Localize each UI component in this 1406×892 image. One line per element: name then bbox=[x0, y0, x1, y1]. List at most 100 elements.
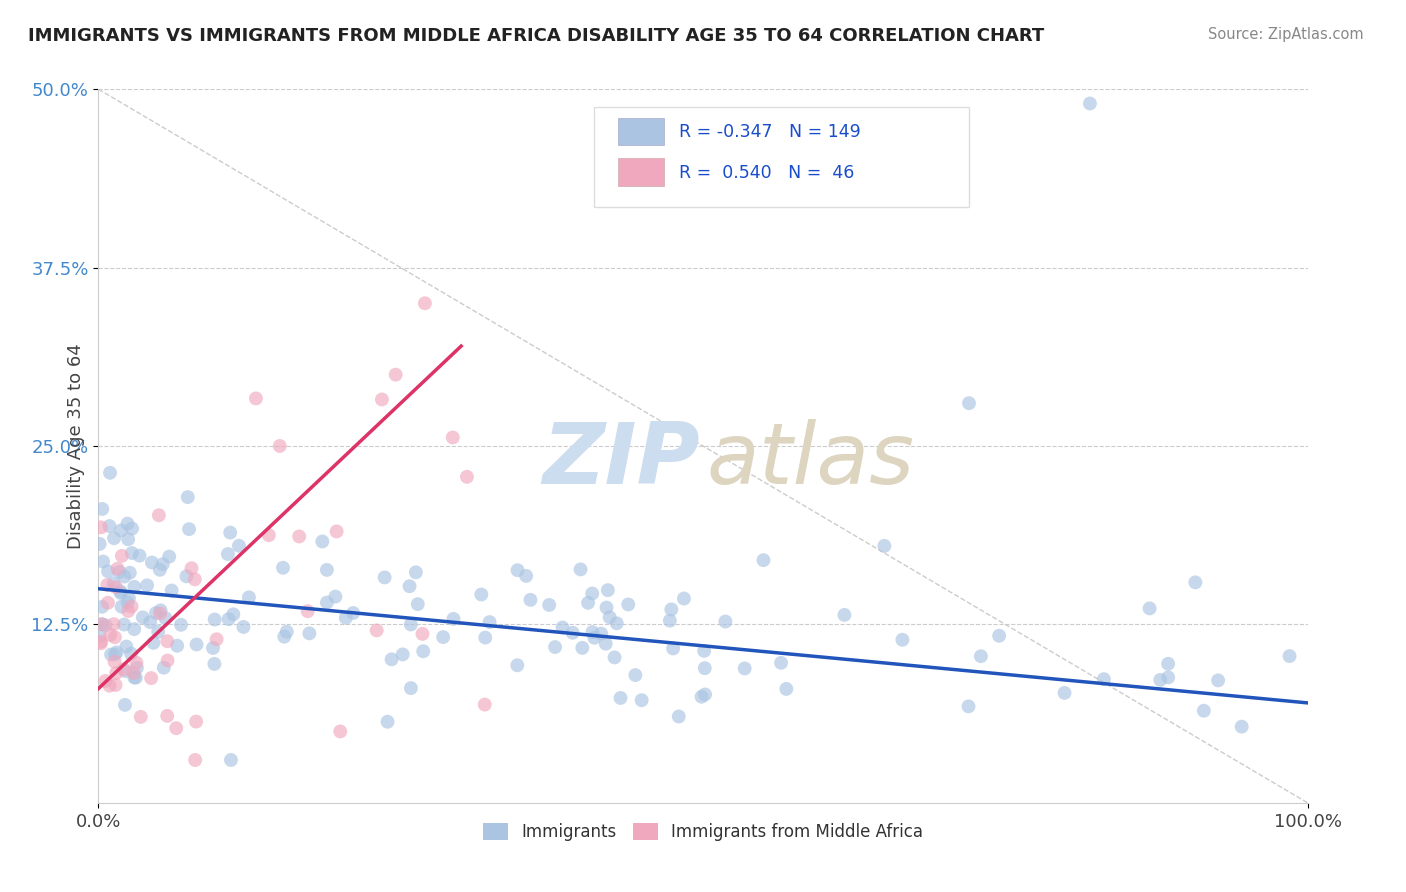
Point bbox=[156, 653, 179, 667]
Point bbox=[834, 607, 856, 622]
Point bbox=[269, 439, 291, 453]
Point bbox=[148, 508, 170, 523]
Point bbox=[1206, 673, 1229, 688]
Point bbox=[405, 566, 427, 580]
Point bbox=[329, 724, 352, 739]
Point bbox=[104, 678, 127, 692]
Point bbox=[325, 524, 347, 539]
Text: R =  0.540   N =  46: R = 0.540 N = 46 bbox=[679, 164, 855, 182]
Point bbox=[112, 617, 135, 632]
Point bbox=[141, 556, 163, 570]
Point bbox=[90, 634, 112, 648]
Point bbox=[121, 546, 143, 560]
Point bbox=[145, 606, 167, 620]
Point bbox=[1053, 686, 1076, 700]
Point bbox=[90, 520, 112, 534]
Point bbox=[775, 681, 797, 696]
Point bbox=[273, 630, 295, 644]
FancyBboxPatch shape bbox=[595, 107, 969, 207]
Point bbox=[201, 640, 224, 655]
Point bbox=[186, 638, 208, 652]
Point bbox=[177, 522, 200, 536]
Text: ZIP: ZIP bbox=[541, 418, 699, 502]
Point bbox=[98, 466, 121, 480]
Point bbox=[399, 681, 422, 695]
Point bbox=[384, 368, 406, 382]
Point bbox=[228, 539, 250, 553]
Point bbox=[335, 611, 357, 625]
Point bbox=[342, 606, 364, 620]
Legend: Immigrants, Immigrants from Middle Africa: Immigrants, Immigrants from Middle Afric… bbox=[477, 816, 929, 848]
Point bbox=[298, 626, 321, 640]
Point bbox=[456, 470, 478, 484]
Point bbox=[571, 640, 593, 655]
Point bbox=[156, 634, 179, 648]
Y-axis label: Disability Age 35 to 64: Disability Age 35 to 64 bbox=[66, 343, 84, 549]
Point bbox=[474, 631, 496, 645]
Point bbox=[218, 612, 240, 626]
Point bbox=[232, 620, 254, 634]
Point bbox=[94, 618, 117, 632]
Point bbox=[124, 580, 146, 594]
Point bbox=[630, 693, 652, 707]
Point bbox=[155, 611, 177, 625]
Point bbox=[297, 604, 319, 618]
Point bbox=[617, 598, 640, 612]
Point bbox=[1092, 672, 1115, 686]
Point bbox=[149, 603, 172, 617]
Point bbox=[90, 636, 112, 650]
Text: Source: ZipAtlas.com: Source: ZipAtlas.com bbox=[1208, 27, 1364, 42]
Point bbox=[441, 430, 464, 444]
Point bbox=[110, 524, 132, 538]
Point bbox=[219, 753, 242, 767]
Point bbox=[288, 529, 311, 543]
Point bbox=[576, 596, 599, 610]
Point bbox=[122, 666, 145, 681]
Point bbox=[115, 640, 138, 654]
Point bbox=[97, 564, 120, 578]
Point bbox=[108, 565, 131, 579]
Point bbox=[366, 624, 388, 638]
Point bbox=[470, 587, 492, 601]
Point bbox=[624, 668, 647, 682]
Point bbox=[412, 644, 434, 658]
Point bbox=[770, 656, 793, 670]
Point bbox=[91, 555, 114, 569]
Point bbox=[561, 625, 583, 640]
Point bbox=[204, 612, 226, 626]
Point bbox=[569, 562, 592, 576]
Point bbox=[1078, 96, 1101, 111]
Point bbox=[413, 296, 436, 310]
Point bbox=[668, 709, 690, 723]
Point bbox=[111, 549, 134, 563]
Point bbox=[544, 640, 567, 654]
Point bbox=[139, 615, 162, 630]
Point bbox=[1157, 657, 1180, 671]
Point bbox=[595, 637, 617, 651]
Point bbox=[595, 600, 617, 615]
Point bbox=[90, 617, 112, 632]
Point bbox=[371, 392, 394, 407]
Point bbox=[94, 673, 117, 688]
Point bbox=[96, 578, 118, 592]
Point bbox=[734, 661, 756, 675]
Point bbox=[141, 671, 163, 685]
Point bbox=[98, 519, 121, 533]
Point bbox=[970, 649, 993, 664]
Point bbox=[988, 629, 1011, 643]
Point bbox=[128, 549, 150, 563]
Point bbox=[121, 522, 143, 536]
Point bbox=[515, 569, 537, 583]
Point bbox=[1192, 704, 1215, 718]
Point bbox=[112, 662, 135, 676]
Point bbox=[98, 628, 121, 642]
Point bbox=[152, 661, 174, 675]
Point bbox=[316, 595, 339, 609]
Point bbox=[606, 616, 628, 631]
Point bbox=[149, 563, 172, 577]
Point bbox=[125, 671, 148, 685]
Point bbox=[381, 652, 404, 666]
Point bbox=[599, 610, 621, 624]
Point bbox=[957, 699, 980, 714]
Point bbox=[103, 531, 125, 545]
